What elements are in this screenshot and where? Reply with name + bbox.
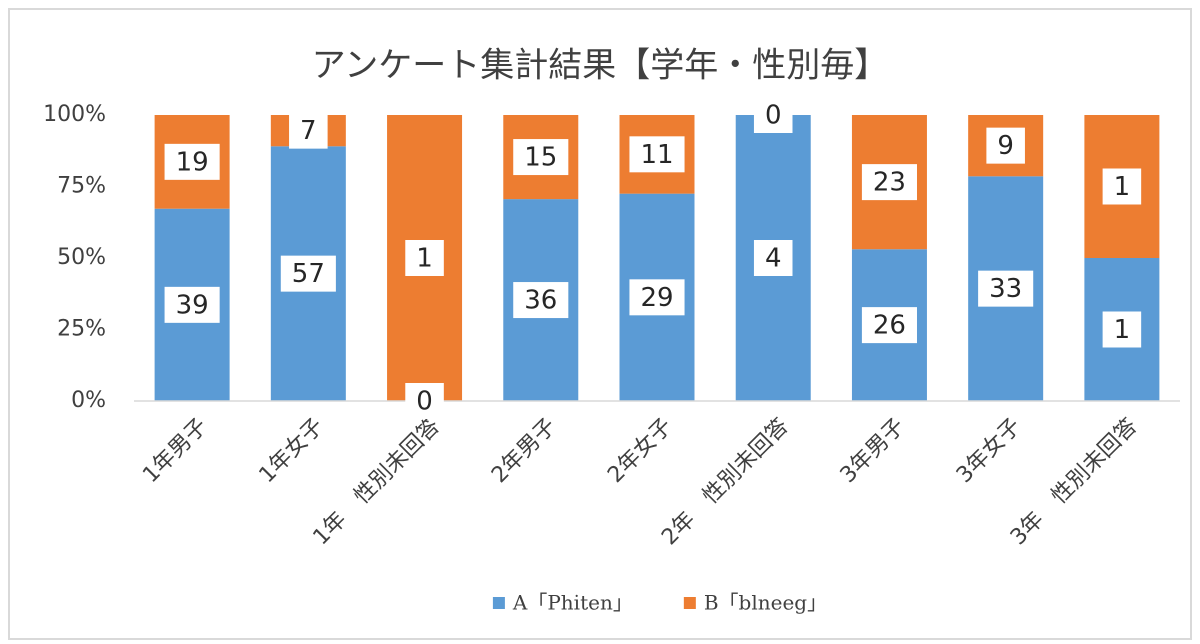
value-label: 0	[765, 101, 782, 131]
value-label: 36	[524, 286, 557, 316]
value-label: 1	[1114, 315, 1131, 345]
label-box	[513, 139, 569, 176]
label-box	[629, 136, 685, 173]
data-label: 15	[513, 139, 569, 176]
data-label: 29	[629, 279, 685, 316]
value-label: 39	[176, 290, 209, 320]
value-label: 4	[765, 244, 782, 274]
legend-label: A「Phiten」	[512, 591, 633, 615]
legend-swatch	[492, 597, 505, 609]
data-label: 11	[629, 136, 685, 173]
y-tick-label: 100%	[43, 102, 106, 127]
label-box	[1102, 168, 1142, 205]
label-box	[280, 255, 336, 292]
value-label: 19	[176, 147, 209, 177]
label-box	[978, 270, 1034, 307]
data-label: 0	[405, 383, 444, 419]
y-tick-label: 25%	[57, 317, 106, 342]
y-tick-label: 50%	[57, 245, 106, 270]
value-label: 23	[873, 168, 906, 198]
legend-swatch	[683, 597, 696, 609]
y-tick-label: 0%	[71, 388, 106, 413]
data-label: 1	[405, 240, 444, 276]
value-label: 57	[292, 259, 325, 289]
label-box	[1102, 311, 1142, 348]
label-box	[164, 286, 220, 323]
data-label: 4	[753, 240, 793, 276]
data-label: 9	[986, 127, 1025, 164]
data-label: 19	[164, 143, 220, 180]
data-label: 1	[1102, 168, 1142, 205]
value-label: 33	[989, 274, 1022, 304]
label-box	[753, 240, 793, 276]
label-box	[164, 143, 220, 180]
value-label: 29	[640, 283, 673, 313]
data-label: 7	[289, 112, 328, 149]
data-label: 39	[164, 286, 220, 323]
value-label: 7	[300, 116, 317, 146]
label-box	[289, 112, 328, 149]
legend-label: B「blneeg」	[704, 591, 827, 615]
data-label: 26	[861, 307, 917, 344]
label-box	[513, 282, 569, 319]
label-box	[629, 279, 685, 316]
value-label: 11	[640, 140, 673, 170]
data-label: 0	[753, 97, 793, 133]
label-box	[986, 127, 1025, 164]
y-tick-label: 75%	[57, 174, 106, 199]
value-label: 9	[997, 131, 1014, 161]
data-label: 36	[513, 282, 569, 319]
value-label: 0	[416, 387, 433, 417]
data-label: 1	[1102, 311, 1142, 348]
value-label: 1	[1114, 172, 1131, 202]
value-label: 26	[873, 311, 906, 341]
label-box	[861, 164, 917, 201]
label-box	[405, 383, 444, 419]
label-box	[753, 97, 793, 133]
data-label: 33	[978, 270, 1034, 307]
label-box	[405, 240, 444, 276]
data-label: 23	[861, 164, 917, 201]
legend: A「Phiten」 B「blneeg」	[492, 591, 827, 615]
data-label: 57	[280, 255, 336, 292]
chart-title: アンケート集計結果【学年・性別毎】	[312, 46, 889, 86]
label-box	[861, 307, 917, 344]
value-label: 15	[524, 143, 557, 173]
value-label: 1	[416, 244, 433, 274]
